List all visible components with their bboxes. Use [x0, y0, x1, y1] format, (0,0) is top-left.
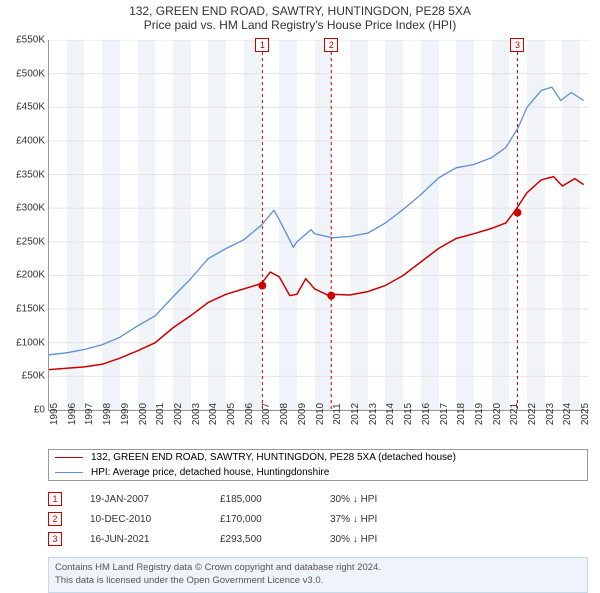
legend-label: 132, GREEN END ROAD, SAWTRY, HUNTINGDON,… [91, 452, 456, 463]
sales-row-delta: 30% ↓ HPI [330, 494, 377, 505]
sale-marker-dot [513, 209, 521, 217]
x-axis-label: 1997 [84, 403, 95, 425]
x-axis-label: 2006 [244, 403, 255, 425]
legend-swatch [55, 457, 83, 458]
y-axis-label: £0 [34, 405, 45, 416]
chart-svg [49, 40, 589, 410]
x-axis-label: 2022 [527, 403, 538, 425]
x-axis-label: 2014 [385, 403, 396, 425]
sales-row-number: 1 [48, 492, 62, 506]
sale-marker-dot [258, 282, 266, 290]
x-axis-label: 2003 [191, 403, 202, 425]
y-axis-label: £550K [16, 35, 45, 46]
footer-attribution: Contains HM Land Registry data © Crown c… [48, 557, 588, 593]
x-axis-label: 1996 [67, 403, 78, 425]
x-axis-label: 1999 [120, 403, 131, 425]
footer-line-2: This data is licensed under the Open Gov… [55, 575, 581, 588]
x-axis-label: 2012 [350, 403, 361, 425]
x-axis-label: 2025 [580, 403, 591, 425]
x-axis-label: 2023 [545, 403, 556, 425]
sales-row-number: 3 [48, 532, 62, 546]
sale-marker-box: 2 [324, 38, 338, 52]
x-axis-label: 2000 [138, 403, 149, 425]
y-axis-label: £350K [16, 169, 45, 180]
sales-row: 3 16-JUN-2021£293,50030% ↓ HPI [48, 529, 588, 549]
chart-container: 132, GREEN END ROAD, SAWTRY, HUNTINGDON,… [0, 0, 600, 590]
x-axis-label: 2010 [315, 403, 326, 425]
x-axis-label: 2002 [173, 403, 184, 425]
x-axis-label: 2015 [403, 403, 414, 425]
sales-row-price: £185,000 [220, 494, 330, 505]
sales-row: 1 19-JAN-2007£185,00030% ↓ HPI [48, 489, 588, 509]
x-axis-label: 1995 [49, 403, 60, 425]
sales-row-date: 16-JUN-2021 [90, 534, 220, 545]
x-axis-label: 1998 [102, 403, 113, 425]
y-axis-label: £150K [16, 304, 45, 315]
sale-marker-box: 1 [255, 38, 269, 52]
x-axis-label: 2024 [562, 403, 573, 425]
y-axis-label: £50K [22, 371, 45, 382]
x-axis-label: 2018 [456, 403, 467, 425]
chart-area: £0£50K£100K£150K£200K£250K£300K£350K£400… [48, 40, 589, 411]
sales-row-number: 2 [48, 512, 62, 526]
sale-marker-box: 3 [510, 38, 524, 52]
y-axis-label: £250K [16, 236, 45, 247]
x-axis-label: 2020 [492, 403, 503, 425]
x-axis-label: 2019 [474, 403, 485, 425]
sales-row: 2 10-DEC-2010£170,00037% ↓ HPI [48, 509, 588, 529]
legend-item: 132, GREEN END ROAD, SAWTRY, HUNTINGDON,… [49, 450, 587, 465]
x-axis-label: 2016 [421, 403, 432, 425]
sales-row-delta: 30% ↓ HPI [330, 534, 377, 545]
x-axis-label: 2007 [261, 403, 272, 425]
x-axis-label: 2021 [509, 403, 520, 425]
x-axis-label: 2013 [368, 403, 379, 425]
y-axis-label: £400K [16, 135, 45, 146]
y-axis-label: £500K [16, 68, 45, 79]
sales-row-date: 19-JAN-2007 [90, 494, 220, 505]
x-axis-label: 2005 [226, 403, 237, 425]
x-axis-label: 2008 [279, 403, 290, 425]
series-property [49, 177, 584, 370]
x-axis-label: 2009 [297, 403, 308, 425]
sales-row-date: 10-DEC-2010 [90, 514, 220, 525]
x-axis-label: 2017 [439, 403, 450, 425]
legend-label: HPI: Average price, detached house, Hunt… [91, 467, 329, 478]
x-axis-label: 2001 [155, 403, 166, 425]
sales-table: 119-JAN-2007£185,00030% ↓ HPI210-DEC-201… [48, 489, 588, 549]
sales-row-price: £170,000 [220, 514, 330, 525]
footer-line-1: Contains HM Land Registry data © Crown c… [55, 562, 581, 575]
legend-swatch [55, 472, 83, 473]
legend: 132, GREEN END ROAD, SAWTRY, HUNTINGDON,… [48, 449, 588, 481]
title-line-1: 132, GREEN END ROAD, SAWTRY, HUNTINGDON,… [0, 4, 600, 18]
y-axis-label: £100K [16, 337, 45, 348]
x-axis-label: 2004 [208, 403, 219, 425]
sale-marker-dot [327, 292, 335, 300]
title-block: 132, GREEN END ROAD, SAWTRY, HUNTINGDON,… [0, 0, 600, 32]
legend-item: HPI: Average price, detached house, Hunt… [49, 465, 587, 480]
sales-row-delta: 37% ↓ HPI [330, 514, 377, 525]
y-axis-label: £450K [16, 102, 45, 113]
y-axis-label: £200K [16, 270, 45, 281]
series-hpi [49, 87, 584, 355]
title-line-2: Price paid vs. HM Land Registry's House … [0, 18, 600, 32]
x-axis-label: 2011 [332, 403, 343, 425]
y-axis-label: £300K [16, 203, 45, 214]
sales-row-price: £293,500 [220, 534, 330, 545]
